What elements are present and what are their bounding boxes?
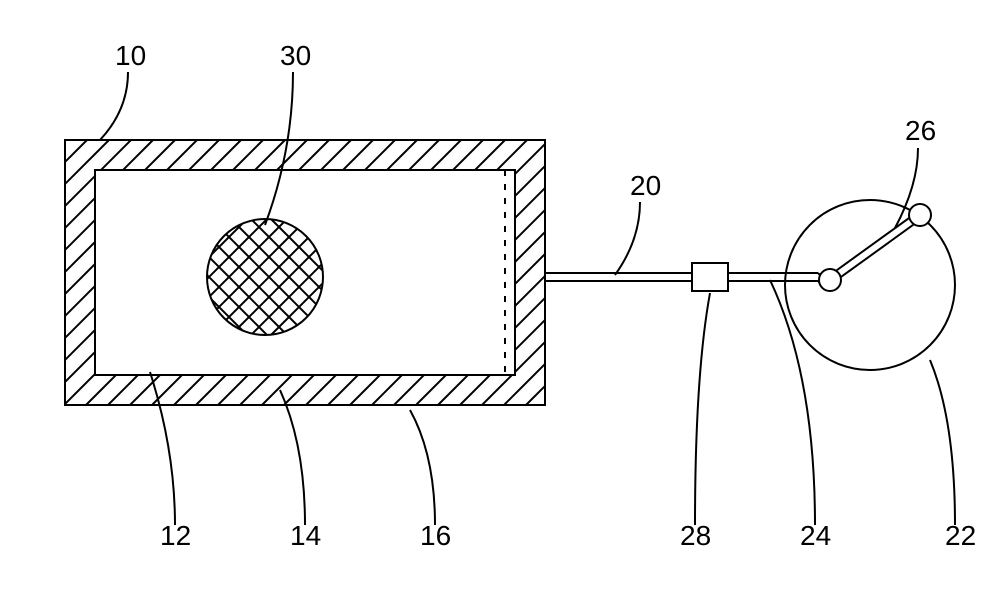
label-28: 28 (680, 520, 711, 551)
label-30: 30 (280, 40, 311, 71)
label-20: 20 (630, 170, 661, 201)
label-16: 16 (420, 520, 451, 551)
label-10: 10 (115, 40, 146, 71)
label-12: 12 (160, 520, 191, 551)
label-22: 22 (945, 520, 976, 551)
mechanical-diagram: 10 30 20 26 12 14 16 28 24 22 (0, 0, 1000, 611)
label-14: 14 (290, 520, 321, 551)
label-26: 26 (905, 115, 936, 146)
label-24: 24 (800, 520, 831, 551)
